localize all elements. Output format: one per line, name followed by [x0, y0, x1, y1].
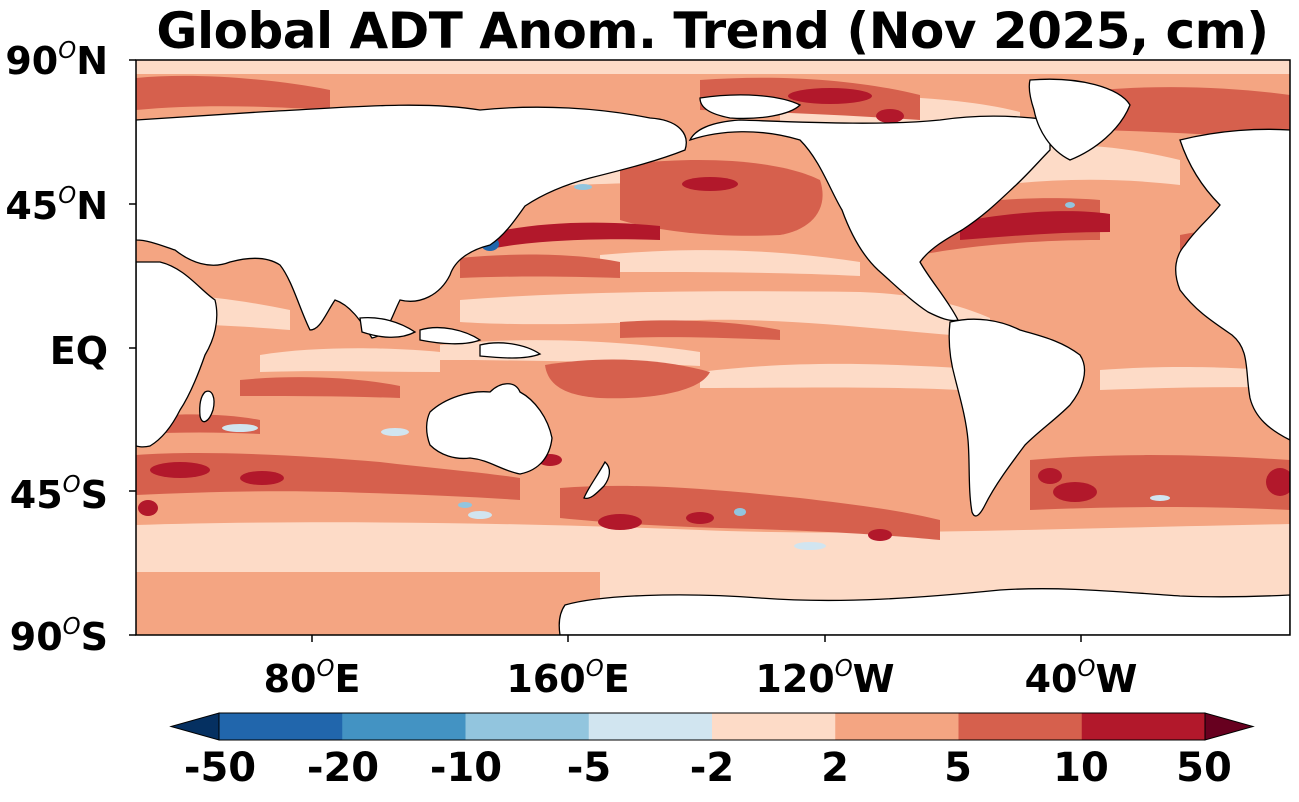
- anomaly-field: [136, 60, 1290, 635]
- lat-label-equator: EQ: [49, 328, 108, 373]
- map-title: Global ADT Anom. Trend (Nov 2025, cm): [156, 2, 1269, 60]
- colorbar-label-n2: -2: [689, 745, 735, 791]
- colorbar: [169, 712, 1255, 741]
- colorbar-segment: [1081, 713, 1206, 740]
- colorbar-label-50: 50: [1176, 745, 1232, 791]
- colorbar-extend-min: [169, 712, 220, 741]
- colorbar-segment: [835, 713, 959, 740]
- colorbar-label-10: 10: [1053, 745, 1109, 791]
- lat-label-90s: 90OS: [9, 614, 108, 659]
- lat-label-90n: 90ON: [5, 38, 108, 83]
- colorbar-label-n50: -50: [183, 745, 257, 791]
- africa-landmass: [136, 261, 218, 448]
- new-zealand-landmass: [583, 460, 611, 500]
- colorbar-label-2: 2: [821, 745, 849, 791]
- eurasia-landmass: [136, 104, 687, 339]
- cool-speckles: [222, 424, 1170, 550]
- colorbar-extend-max: [1204, 712, 1255, 741]
- colorbar-segment: [465, 713, 590, 740]
- colorbar-label-n10: -10: [429, 745, 503, 791]
- colorbar-label-n5: -5: [566, 745, 612, 791]
- australia-landmass: [425, 383, 553, 475]
- indonesia-landmass: [359, 316, 542, 359]
- lat-label-45s: 45OS: [9, 472, 108, 517]
- south-america-landmass: [948, 318, 1086, 517]
- colorbar-segment: [219, 713, 343, 740]
- colorbar-outline: [218, 712, 1206, 741]
- colorbar-segment: [712, 713, 836, 740]
- north-america-landmass: [688, 115, 1051, 322]
- madagascar-landmass: [199, 390, 215, 423]
- colorbar-segment: [342, 713, 466, 740]
- lon-label-40w: 40OW: [1024, 656, 1138, 701]
- strong-spots: [138, 88, 1290, 541]
- lon-label-160e: 160OE: [506, 656, 630, 701]
- colorbar-segment: [588, 713, 713, 740]
- lat-label-45n: 45ON: [5, 183, 108, 228]
- blue-speckles: [458, 184, 1075, 516]
- colorbar-segment: [958, 713, 1083, 740]
- lon-label-80e: 80OE: [263, 656, 361, 701]
- land: [136, 78, 1290, 635]
- lon-label-120w: 120OW: [755, 656, 895, 701]
- colorbar-label-5: 5: [944, 745, 972, 791]
- colorbar-label-n20: -20: [306, 745, 380, 791]
- axis-ticks: [129, 59, 1082, 642]
- arctic-islands: [699, 94, 802, 120]
- greenland-landmass: [1028, 78, 1131, 161]
